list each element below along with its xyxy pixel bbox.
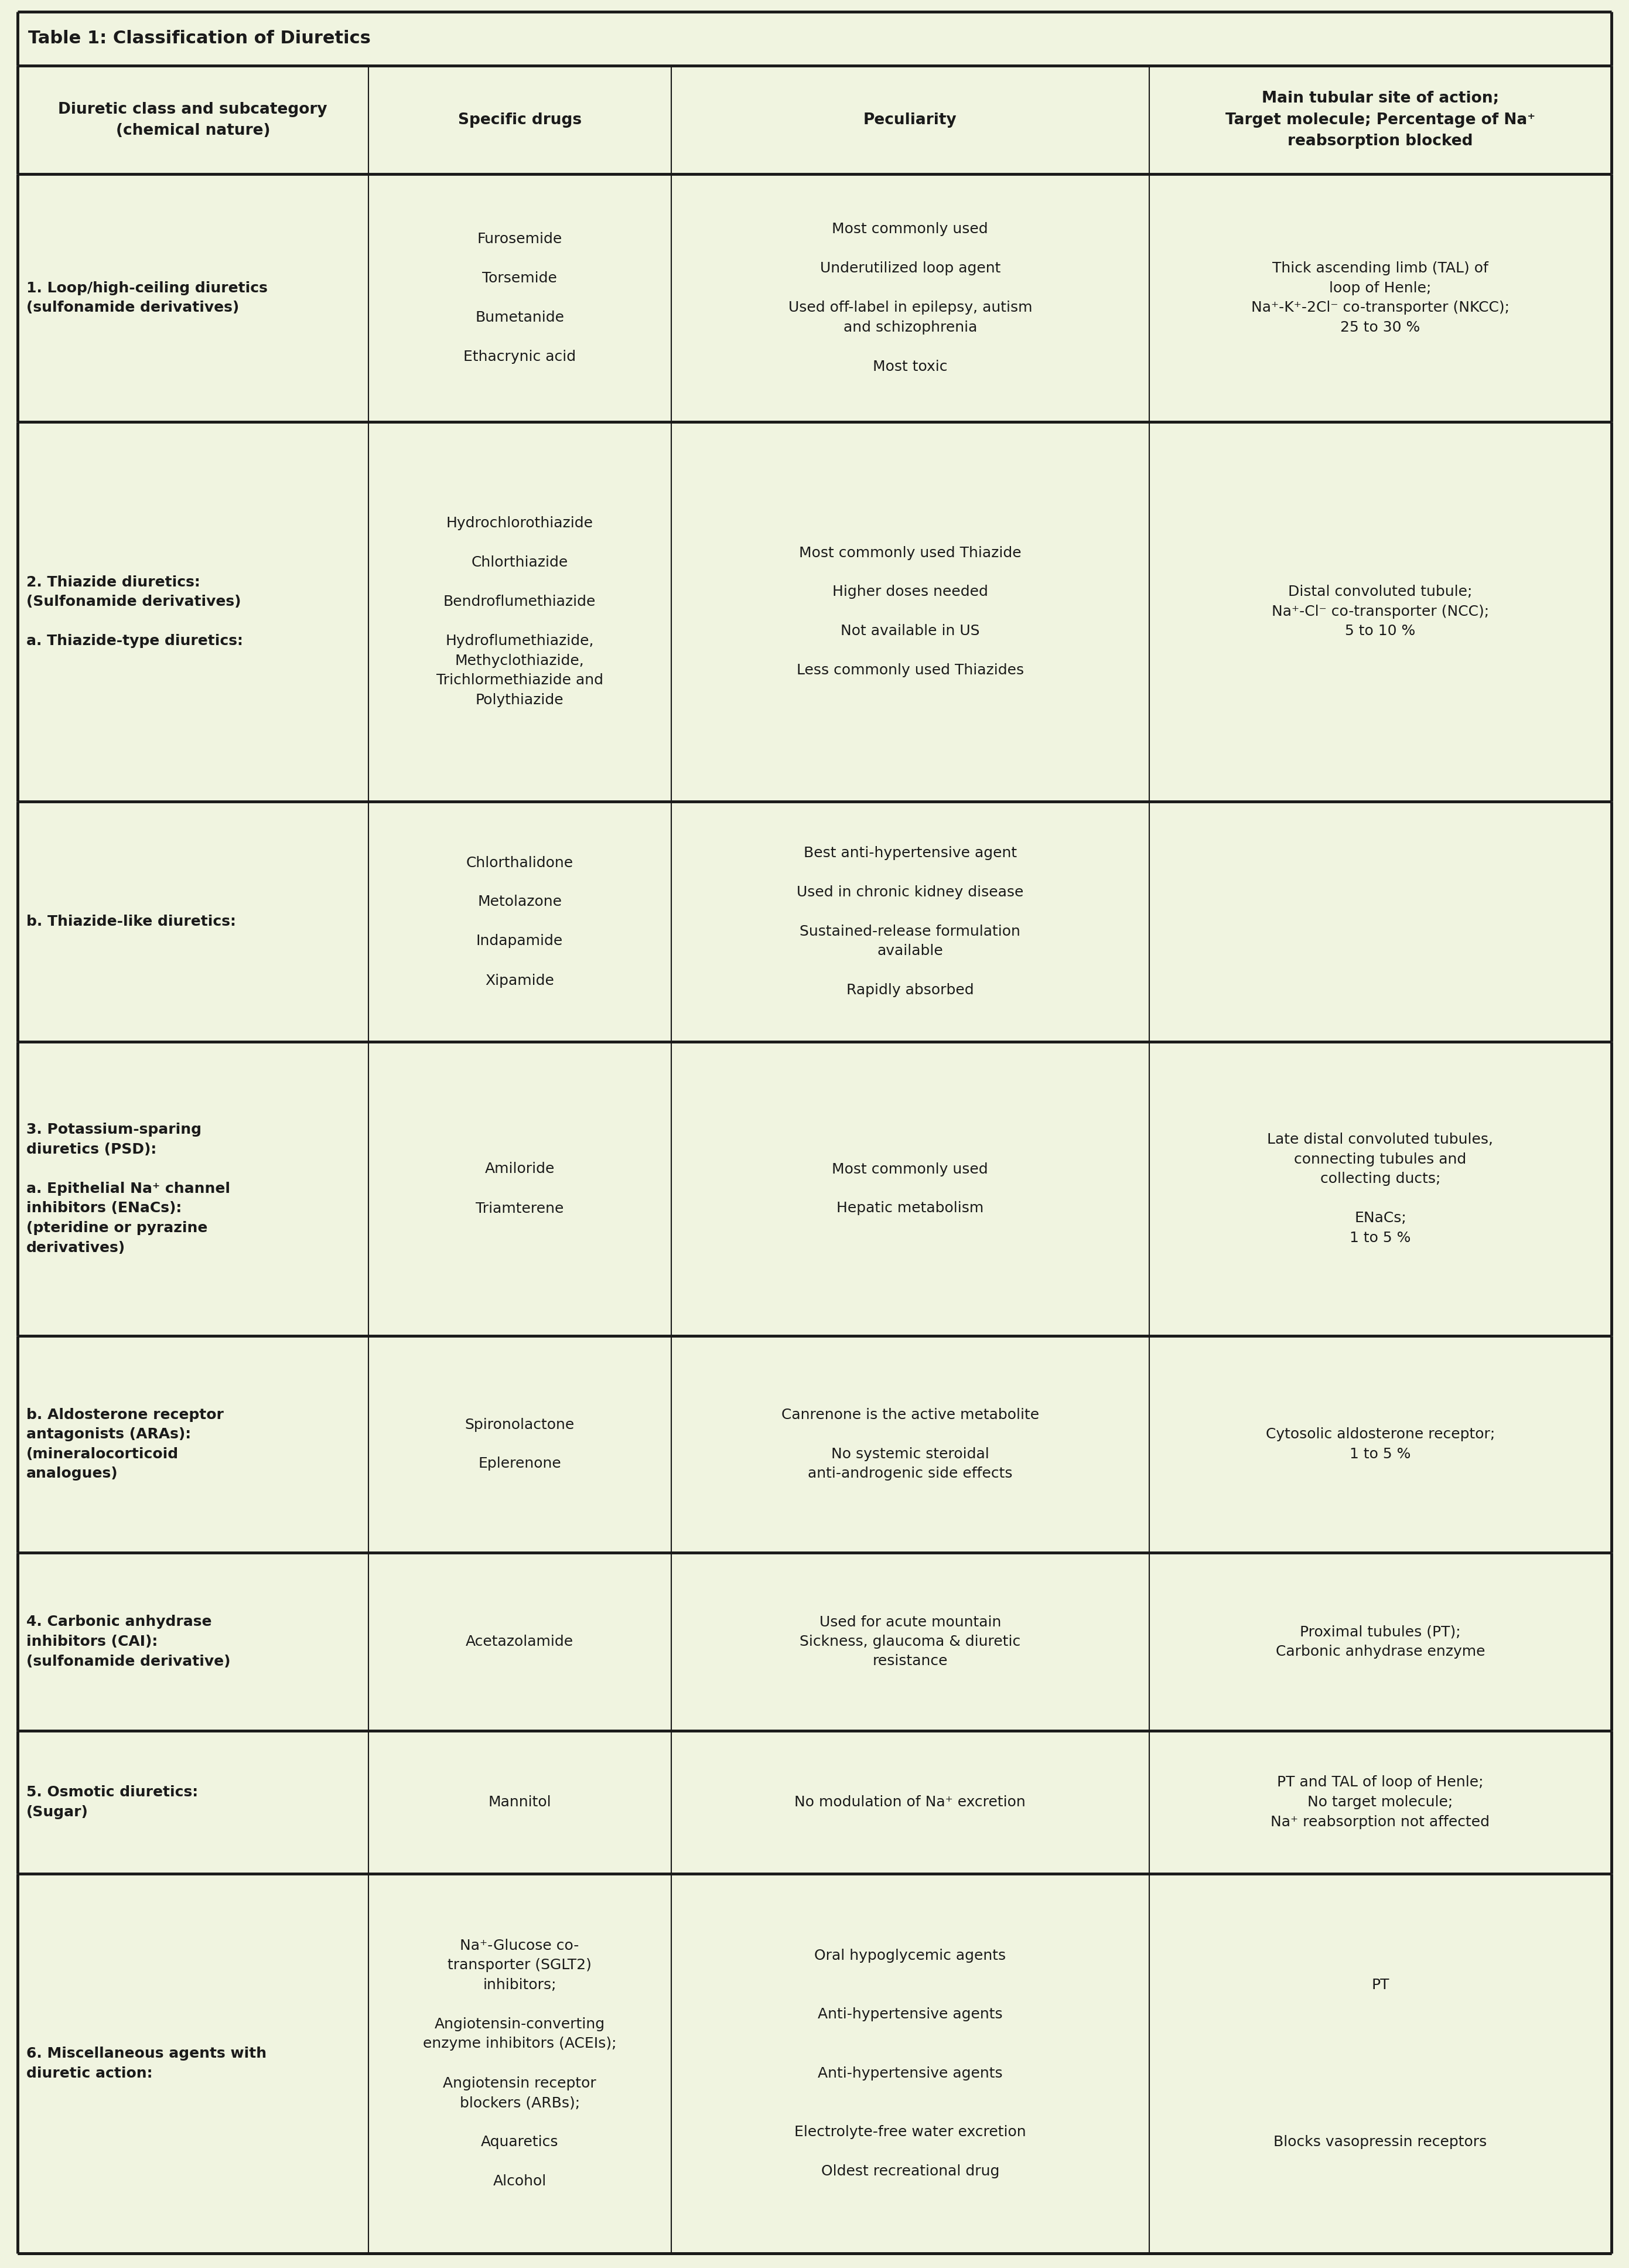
Bar xyxy=(1148,1873,1611,2254)
Text: Oral hypoglycemic agents


Anti-hypertensive agents


Anti-hypertensive agents

: Oral hypoglycemic agents Anti-hypertensi… xyxy=(795,1948,1026,2180)
Bar xyxy=(671,66,1148,175)
Bar xyxy=(671,422,1148,801)
Bar xyxy=(18,66,368,175)
Text: Diuretic class and subcategory
(chemical nature): Diuretic class and subcategory (chemical… xyxy=(59,102,327,138)
Text: Distal convoluted tubule;
Na⁺-Cl⁻ co-transporter (NCC);
5 to 10 %: Distal convoluted tubule; Na⁺-Cl⁻ co-tra… xyxy=(1272,585,1489,637)
Text: Peculiarity: Peculiarity xyxy=(863,111,956,127)
Text: Most commonly used Thiazide

Higher doses needed

Not available in US

Less comm: Most commonly used Thiazide Higher doses… xyxy=(797,547,1023,678)
Text: Mannitol: Mannitol xyxy=(489,1796,551,1810)
Bar xyxy=(671,1336,1148,1554)
Text: PT







Blocks vasopressin receptors: PT Blocks vasopressin receptors xyxy=(1274,1978,1487,2150)
Text: PT and TAL of loop of Henle;
No target molecule;
Na⁺ reabsorption not affected: PT and TAL of loop of Henle; No target m… xyxy=(1271,1776,1491,1828)
Text: Spironolactone

Eplerenone: Spironolactone Eplerenone xyxy=(464,1418,575,1472)
Text: Amiloride

Triamterene: Amiloride Triamterene xyxy=(476,1161,564,1216)
Bar xyxy=(1148,1730,1611,1873)
Text: Furosemide

Torsemide

Bumetanide

Ethacrynic acid: Furosemide Torsemide Bumetanide Ethacryn… xyxy=(463,231,577,363)
Bar xyxy=(368,66,671,175)
Bar xyxy=(1148,801,1611,1041)
Bar xyxy=(368,175,671,422)
Text: b. Thiazide-like diuretics:: b. Thiazide-like diuretics: xyxy=(26,914,236,928)
Text: Na⁺-Glucose co-
transporter (SGLT2)
inhibitors;

Angiotensin-converting
enzyme i: Na⁺-Glucose co- transporter (SGLT2) inhi… xyxy=(424,1939,616,2189)
Text: Acetazolamide: Acetazolamide xyxy=(466,1635,573,1649)
Bar xyxy=(1148,1554,1611,1730)
Text: Main tubular site of action;
Target molecule; Percentage of Na⁺
reabsorption blo: Main tubular site of action; Target mole… xyxy=(1225,91,1535,147)
Text: 1. Loop/high-ceiling diuretics
(sulfonamide derivatives): 1. Loop/high-ceiling diuretics (sulfonam… xyxy=(26,281,267,315)
Text: Specific drugs: Specific drugs xyxy=(458,111,582,127)
Text: Late distal convoluted tubules,
connecting tubules and
collecting ducts;

ENaCs;: Late distal convoluted tubules, connecti… xyxy=(1267,1132,1494,1245)
Bar xyxy=(368,1730,671,1873)
Bar xyxy=(18,422,368,801)
Text: 2. Thiazide diuretics:
(Sulfonamide derivatives)

a. Thiazide-type diuretics:: 2. Thiazide diuretics: (Sulfonamide deri… xyxy=(26,576,243,649)
Bar xyxy=(368,422,671,801)
Text: b. Aldosterone receptor
antagonists (ARAs):
(mineralocorticoid
analogues): b. Aldosterone receptor antagonists (ARA… xyxy=(26,1408,223,1481)
Text: Canrenone is the active metabolite

No systemic steroidal
anti-androgenic side e: Canrenone is the active metabolite No sy… xyxy=(782,1408,1039,1481)
Bar xyxy=(18,175,368,422)
Text: Hydrochlorothiazide

Chlorthiazide

Bendroflumethiazide

Hydroflumethiazide,
Met: Hydrochlorothiazide Chlorthiazide Bendro… xyxy=(437,517,603,708)
Bar xyxy=(671,801,1148,1041)
Bar xyxy=(1148,1336,1611,1554)
Bar xyxy=(368,801,671,1041)
Text: No modulation of Na⁺ excretion: No modulation of Na⁺ excretion xyxy=(795,1796,1026,1810)
Bar xyxy=(1148,66,1611,175)
Text: 3. Potassium-sparing
diuretics (PSD):

a. Epithelial Na⁺ channel
inhibitors (ENa: 3. Potassium-sparing diuretics (PSD): a.… xyxy=(26,1123,230,1254)
Text: Chlorthalidone

Metolazone

Indapamide

Xipamide: Chlorthalidone Metolazone Indapamide Xip… xyxy=(466,855,573,987)
Text: Most commonly used

Underutilized loop agent

Used off-label in epilepsy, autism: Most commonly used Underutilized loop ag… xyxy=(788,222,1033,374)
Bar xyxy=(671,1554,1148,1730)
Text: 6. Miscellaneous agents with
diuretic action:: 6. Miscellaneous agents with diuretic ac… xyxy=(26,2046,267,2080)
Text: Proximal tubules (PT);
Carbonic anhydrase enzyme: Proximal tubules (PT); Carbonic anhydras… xyxy=(1276,1624,1486,1658)
Bar xyxy=(18,1336,368,1554)
Bar xyxy=(18,801,368,1041)
Text: Thick ascending limb (TAL) of
loop of Henle;
Na⁺-K⁺-2Cl⁻ co-transporter (NKCC);
: Thick ascending limb (TAL) of loop of He… xyxy=(1251,261,1510,333)
Bar xyxy=(18,1041,368,1336)
Bar xyxy=(368,1873,671,2254)
Text: Best anti-hypertensive agent

Used in chronic kidney disease

Sustained-release : Best anti-hypertensive agent Used in chr… xyxy=(797,846,1023,998)
Bar xyxy=(671,175,1148,422)
Text: Cytosolic aldosterone receptor;
1 to 5 %: Cytosolic aldosterone receptor; 1 to 5 % xyxy=(1266,1427,1495,1461)
Bar xyxy=(368,1554,671,1730)
Bar xyxy=(671,1041,1148,1336)
Text: Most commonly used

Hepatic metabolism: Most commonly used Hepatic metabolism xyxy=(832,1161,989,1216)
Bar xyxy=(1148,422,1611,801)
Bar xyxy=(368,1336,671,1554)
Bar xyxy=(1148,175,1611,422)
Bar xyxy=(671,1730,1148,1873)
Text: 4. Carbonic anhydrase
inhibitors (CAI):
(sulfonamide derivative): 4. Carbonic anhydrase inhibitors (CAI): … xyxy=(26,1615,230,1669)
Text: Table 1: Classification of Diuretics: Table 1: Classification of Diuretics xyxy=(28,29,371,48)
Bar xyxy=(18,1730,368,1873)
Bar xyxy=(671,1873,1148,2254)
Bar xyxy=(18,1873,368,2254)
Bar xyxy=(368,1041,671,1336)
Text: Used for acute mountain
Sickness, glaucoma & diuretic
resistance: Used for acute mountain Sickness, glauco… xyxy=(800,1615,1021,1669)
Bar xyxy=(18,11,1611,66)
Text: 5. Osmotic diuretics:
(Sugar): 5. Osmotic diuretics: (Sugar) xyxy=(26,1785,199,1819)
Bar xyxy=(1148,1041,1611,1336)
Bar xyxy=(18,1554,368,1730)
